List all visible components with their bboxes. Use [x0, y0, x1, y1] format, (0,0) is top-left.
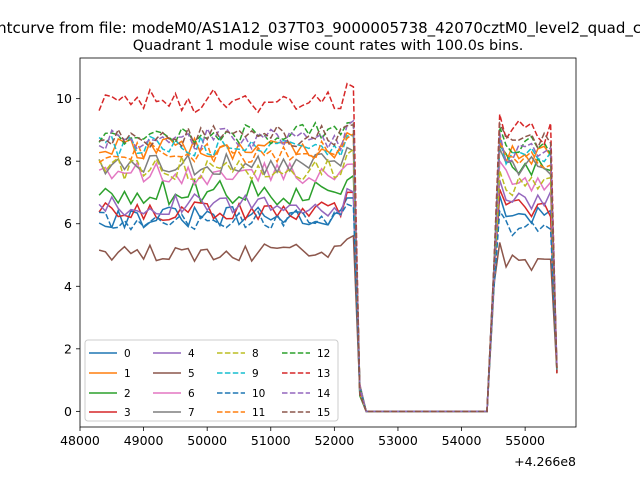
y-tick-label: 0: [64, 404, 72, 419]
legend-label: 5: [188, 368, 195, 380]
legend-label: 10: [252, 388, 265, 400]
legend-label: 4: [188, 348, 195, 360]
x-tick-label: 51000: [251, 433, 291, 448]
legend-entry-2: 2: [89, 388, 131, 400]
legend-label: 12: [317, 348, 330, 360]
chart-title: Quadrant 1 module wise count rates with …: [133, 38, 524, 54]
legend-label: 13: [317, 368, 330, 380]
legend-entry-15: 15: [282, 407, 330, 419]
legend-label: 9: [252, 368, 259, 380]
x-tick-label: 55000: [505, 433, 545, 448]
legend-label: 6: [188, 388, 195, 400]
legend-entry-3: 3: [89, 407, 131, 419]
legend-label: 14: [317, 388, 331, 400]
legend-entry-9: 9: [217, 368, 259, 380]
y-tick-label: 10: [56, 91, 72, 106]
legend-label: 1: [124, 368, 131, 380]
y-tick-label: 2: [64, 341, 72, 356]
legend-entry-4: 4: [153, 348, 195, 360]
axes-frame: [79, 57, 577, 428]
x-tick-label: 49000: [124, 433, 164, 448]
x-tick-label: 48000: [60, 433, 100, 448]
x-tick-label: 54000: [442, 433, 482, 448]
legend-entry-11: 11: [217, 407, 265, 419]
legend-entry-5: 5: [153, 368, 195, 380]
legend-entry-0: 0: [89, 348, 131, 360]
legend-label: 7: [188, 407, 195, 419]
legend-frame: [84, 339, 339, 422]
legend-label: 2: [124, 388, 131, 400]
legend-entry-14: 14: [282, 388, 331, 400]
legend-label: 3: [124, 407, 131, 419]
x-axis-offset-label: +4.266e8: [514, 454, 576, 469]
series-line-15: [98, 120, 558, 413]
legend-label: 11: [252, 407, 265, 419]
figure-suptitle: Plot for lightcurve from file: modeM0/AS…: [0, 19, 640, 38]
series-lines: [98, 82, 558, 413]
legend-entry-6: 6: [153, 388, 195, 400]
x-tick-label: 50000: [187, 433, 227, 448]
legend-entry-8: 8: [217, 348, 259, 360]
legend-label: 0: [124, 348, 131, 360]
legend-label: 8: [252, 348, 259, 360]
x-axis: 48000 49000 50000 51000 52000 53000 54000 55000: [60, 427, 545, 448]
x-tick-label: 53000: [378, 433, 418, 448]
legend-label: 15: [317, 407, 330, 419]
legend-entry-12: 12: [282, 348, 330, 360]
legend-entry-10: 10: [217, 388, 265, 400]
legend-entry-7: 7: [153, 407, 195, 419]
legend-entry-1: 1: [89, 368, 131, 380]
x-tick-label: 52000: [314, 433, 354, 448]
y-tick-label: 6: [64, 216, 72, 231]
y-tick-label: 4: [64, 279, 72, 294]
y-axis: 0 2 4 6 8 10: [56, 91, 80, 419]
y-tick-label: 8: [64, 154, 72, 169]
legend-entry-13: 13: [282, 368, 330, 380]
